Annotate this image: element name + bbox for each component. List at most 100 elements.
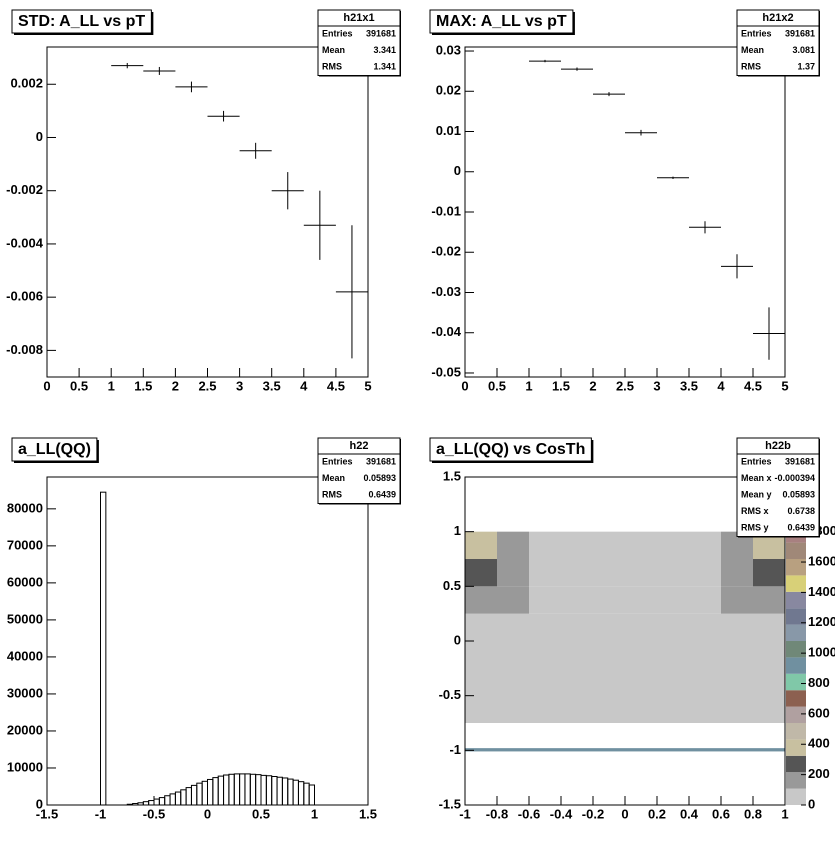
heatmap-cell [753, 748, 785, 752]
y-tick-label: 1 [454, 523, 461, 538]
heatmap-cell [625, 531, 657, 559]
y-tick-label: 0.002 [10, 76, 43, 91]
x-tick-label: -0.6 [518, 806, 540, 821]
x-tick-label: 3.5 [263, 378, 281, 393]
x-tick-label: -1.5 [36, 806, 58, 821]
heatmap-cell [529, 613, 561, 723]
heatmap-cell [753, 613, 785, 723]
stats-box [317, 437, 401, 504]
x-tick-label: 0.5 [70, 378, 88, 393]
heatmap-cell [593, 531, 625, 559]
y-tick-label: 0.5 [443, 578, 461, 593]
chart-title: MAX: A_LL vs pT [436, 13, 567, 30]
heatmap-cell [561, 613, 593, 723]
colorbar-tick-label: 1600 [808, 553, 835, 568]
stats-label: Mean x [741, 473, 772, 483]
y-tick-label: 60000 [7, 574, 43, 589]
x-tick-label: 5 [364, 378, 371, 393]
y-tick-label: -1.5 [439, 796, 461, 811]
heatmap-cell [657, 613, 689, 723]
colorbar-tick-label: 1000 [808, 645, 835, 660]
y-tick-label: -0.5 [439, 687, 461, 702]
x-tick-label: 0.8 [744, 806, 762, 821]
stats-label: Mean [322, 473, 345, 483]
x-tick-label: -0.2 [582, 806, 604, 821]
heatmap-cell [721, 748, 753, 752]
stats-value: 0.6439 [787, 522, 815, 532]
stats-value: -0.000394 [774, 473, 815, 483]
y-tick-label: 0.01 [436, 123, 461, 138]
heatmap-cell [689, 531, 721, 559]
heatmap-cell [561, 748, 593, 752]
y-tick-label: 70000 [7, 537, 43, 552]
heatmap-cell [497, 586, 529, 614]
y-tick-label: 0 [454, 163, 461, 178]
x-tick-label: 4 [300, 378, 308, 393]
stats-label: Entries [741, 456, 772, 466]
x-tick-label: 2 [172, 378, 179, 393]
heatmap-cell [465, 559, 497, 587]
colorbar-segment [786, 755, 806, 773]
heatmap-cell [497, 748, 529, 752]
x-tick-label: 4.5 [327, 378, 345, 393]
plot-frame-bg [465, 47, 785, 377]
y-tick-label: -0.008 [6, 342, 43, 357]
colorbar-tick-label: 800 [808, 675, 830, 690]
stats-name: h22 [350, 440, 369, 452]
x-tick-label: 2 [589, 378, 596, 393]
colorbar-segment [786, 542, 806, 559]
title-box [429, 437, 592, 462]
heatmap-cell [753, 559, 785, 587]
plot-area [111, 62, 368, 359]
heatmap-cell [561, 586, 593, 614]
y-tick-label: 80000 [7, 500, 43, 515]
heatmap-cell [657, 531, 689, 559]
stats-value: 1.341 [373, 61, 396, 71]
heatmap-cell [497, 559, 529, 587]
colorbar-segment [786, 608, 806, 625]
panel: 0 0.5 1 1.5 2 2.5 3 3.5 4 4.5 5 0.002 0 -0.002 -0.004 -… [6, 9, 401, 393]
x-tick-label: 4.5 [744, 378, 762, 393]
y-tick-label: 0.02 [436, 83, 461, 98]
stats-value: 0.05893 [782, 489, 815, 499]
y-tick-label: -0.002 [6, 182, 43, 197]
colorbar-segment [786, 591, 806, 609]
x-tick-label: -0.4 [550, 806, 573, 821]
heatmap-cell [689, 748, 721, 752]
stats-box [736, 9, 820, 76]
x-tick-label: 1.5 [134, 378, 152, 393]
stats-label: Entries [322, 456, 353, 466]
title-box [429, 9, 574, 34]
heatmap-cell [721, 613, 753, 723]
heatmap-cell [721, 586, 753, 614]
heatmap-cell [657, 559, 689, 587]
stats-label: Entries [741, 28, 772, 38]
x-tick-label: 1.5 [552, 378, 570, 393]
x-tick-label: 4 [717, 378, 725, 393]
stats-label: Mean [322, 45, 345, 55]
colorbar-tick-label: 600 [808, 705, 830, 720]
heatmap-cell [689, 559, 721, 587]
stats-label: Mean [741, 45, 764, 55]
colorbar-segment [786, 723, 806, 740]
stats-value: 391681 [785, 28, 815, 38]
x-tick-label: 3.5 [680, 378, 698, 393]
x-tick-label: 0 [621, 806, 628, 821]
panel: 0 0.5 1 1.5 2 2.5 3 3.5 4 4.5 5 0.03 0.02 0.01 0 -0.01 -… [429, 9, 820, 393]
title-box [11, 437, 98, 462]
stats-name: h21x2 [762, 12, 793, 24]
y-tick-label: 20000 [7, 722, 43, 737]
colorbar-segment [786, 559, 806, 576]
y-tick-label: -0.006 [6, 289, 43, 304]
y-tick-label: 0 [454, 632, 461, 647]
stats-label: RMS x [741, 506, 769, 516]
x-tick-label: 0.5 [488, 378, 506, 393]
y-tick-label: -0.04 [431, 324, 461, 339]
heatmap-cell [689, 586, 721, 614]
colorbar-segment [786, 772, 806, 789]
stats-value: 0.6439 [368, 489, 396, 499]
stats-name: h21x1 [343, 12, 374, 24]
panel: -1.5 -1 -0.5 0 0.5 1 1.5 0 10000 20000 30000 40000 5… [7, 437, 401, 821]
